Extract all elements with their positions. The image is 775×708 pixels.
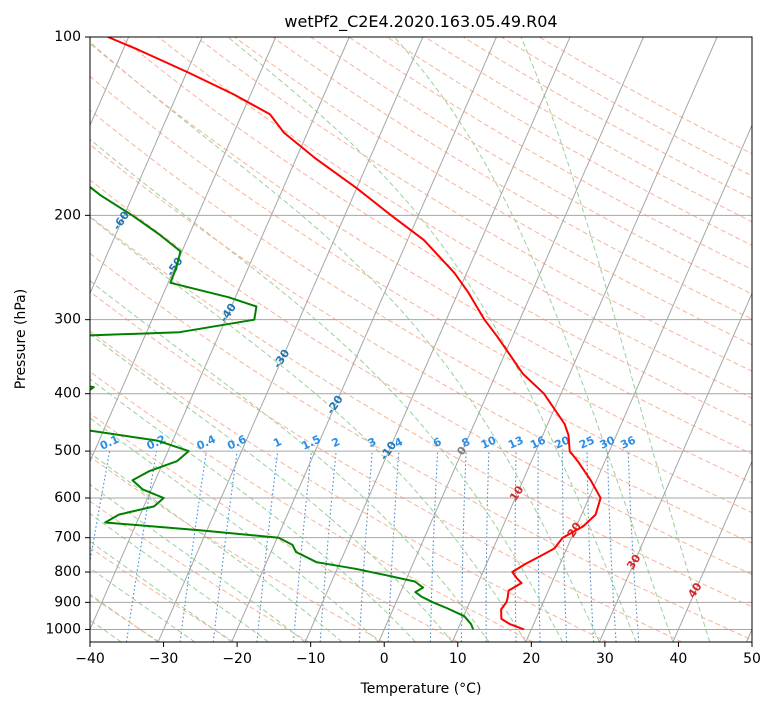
x-tick-label: −30: [149, 651, 179, 667]
x-tick-label: −20: [222, 651, 252, 667]
y-tick-label: 700: [54, 530, 81, 546]
y-tick-label: 900: [54, 594, 81, 610]
x-tick-label: −40: [75, 651, 105, 667]
y-tick-label: 200: [54, 207, 81, 223]
x-tick-label: 50: [743, 651, 761, 667]
y-tick-label: 300: [54, 312, 81, 328]
y-tick-label: 800: [54, 564, 81, 580]
x-tick-label: 0: [380, 651, 389, 667]
x-tick-label: 10: [449, 651, 467, 667]
skew-t-chart: wetPf2_C2E4.2020.163.05.49.R04 -100-90-8…: [0, 0, 775, 708]
y-tick-label: 1000: [45, 621, 81, 637]
y-tick-label: 100: [54, 29, 81, 45]
y-tick-label: 400: [54, 386, 81, 402]
y-tick-label: 500: [54, 443, 81, 459]
y-tick-label: 600: [54, 490, 81, 506]
x-tick-label: 30: [596, 651, 614, 667]
x-axis-label: Temperature (°C): [360, 681, 482, 697]
x-tick-label: 20: [522, 651, 540, 667]
chart-title: wetPf2_C2E4.2020.163.05.49.R04: [284, 12, 557, 32]
x-tick-label: −10: [296, 651, 326, 667]
x-tick-label: 40: [670, 651, 688, 667]
y-axis-label: Pressure (hPa): [13, 289, 29, 389]
